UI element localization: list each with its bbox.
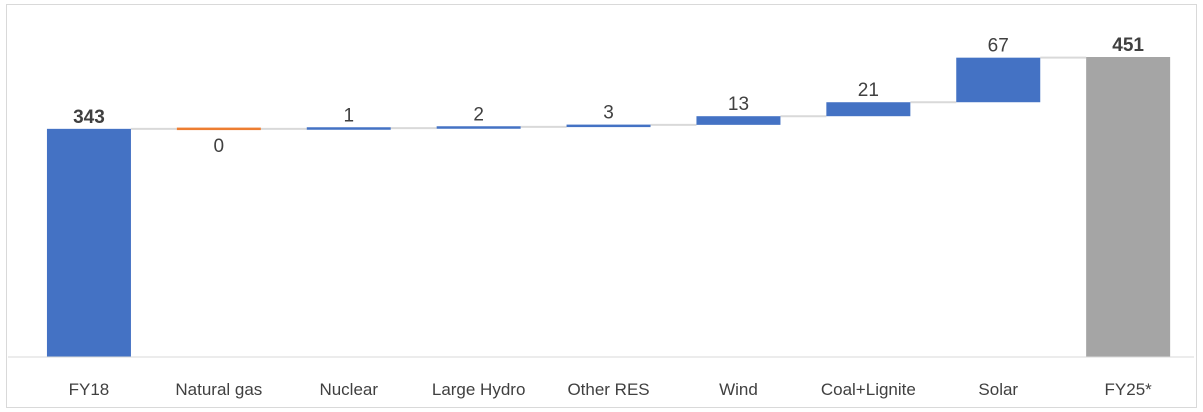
connectors xyxy=(130,56,1087,130)
value-label-6: 21 xyxy=(858,80,879,101)
value-label-8: 451 xyxy=(1112,35,1144,56)
bar-0 xyxy=(46,128,131,357)
value-label-7: 67 xyxy=(988,36,1009,57)
value-label-1: 0 xyxy=(214,136,225,157)
value-label-3: 2 xyxy=(473,104,484,125)
category-labels: FY18 Natural gas Nuclear Large Hydro Other R… xyxy=(69,380,1153,399)
value-label-4: 3 xyxy=(603,103,614,124)
category-label-7: Solar xyxy=(978,380,1018,399)
bar-1 xyxy=(176,127,261,131)
bar-8 xyxy=(1086,57,1171,357)
value-label-0: 343 xyxy=(73,107,105,128)
category-label-6: Coal+Lignite xyxy=(821,380,916,399)
value-label-5: 13 xyxy=(728,94,749,115)
bars xyxy=(46,57,1171,357)
category-label-8: FY25* xyxy=(1105,380,1153,399)
category-label-5: Wind xyxy=(719,380,758,399)
category-label-0: FY18 xyxy=(69,380,110,399)
bar-3 xyxy=(436,126,521,129)
bar-6 xyxy=(826,102,911,117)
bar-4 xyxy=(566,124,651,128)
category-label-4: Other RES xyxy=(567,380,649,399)
bar-2 xyxy=(306,127,391,130)
category-label-3: Large Hydro xyxy=(432,380,526,399)
bar-7 xyxy=(956,57,1041,103)
value-label-2: 1 xyxy=(343,105,354,126)
value-labels: 343 0 1 2 3 13 21 67 451 xyxy=(73,35,1144,157)
category-label-1: Natural gas xyxy=(175,380,262,399)
bar-5 xyxy=(696,116,781,125)
category-label-2: Nuclear xyxy=(319,380,378,399)
